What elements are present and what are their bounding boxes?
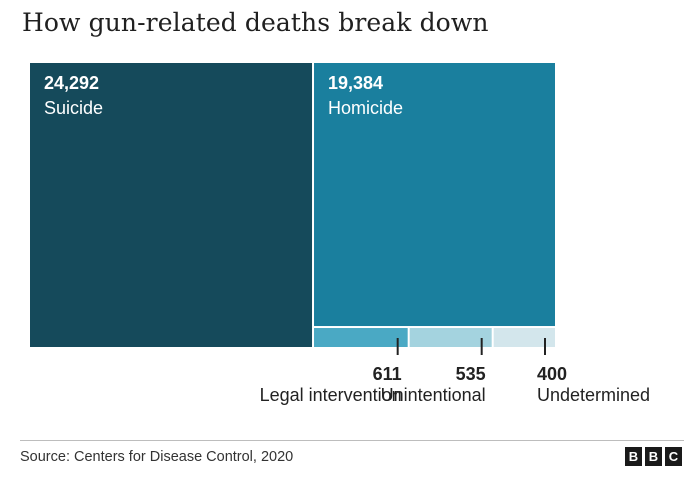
treemap-cell-legal-intervention xyxy=(314,328,408,347)
category-label-legal-intervention: Legal intervention xyxy=(260,385,402,405)
chart-title: How gun-related deaths break down xyxy=(22,8,489,37)
treemap-cell-suicide xyxy=(30,63,313,347)
logo-letter-c: C xyxy=(665,447,682,466)
footer-divider xyxy=(20,440,684,441)
category-label-suicide: Suicide xyxy=(44,98,103,118)
treemap-cell-unintentional xyxy=(409,328,492,347)
logo-letter-b2: B xyxy=(645,447,662,466)
value-label-homicide: 19,384 xyxy=(328,73,383,93)
category-label-undetermined: Undetermined xyxy=(537,385,650,405)
category-label-homicide: Homicide xyxy=(328,98,403,118)
category-label-unintentional: Unintentional xyxy=(381,385,486,405)
value-label-suicide: 24,292 xyxy=(44,73,99,93)
treemap-cell-homicide xyxy=(314,63,555,327)
logo-letter-b1: B xyxy=(625,447,642,466)
value-label-undetermined: 400 xyxy=(537,364,567,384)
source-note: Source: Centers for Disease Control, 202… xyxy=(20,449,294,465)
value-label-unintentional: 535 xyxy=(456,364,486,384)
treemap-cell-undetermined xyxy=(493,328,555,347)
value-label-legal-intervention: 611 xyxy=(373,364,402,384)
bbc-logo: B B C xyxy=(625,447,682,466)
